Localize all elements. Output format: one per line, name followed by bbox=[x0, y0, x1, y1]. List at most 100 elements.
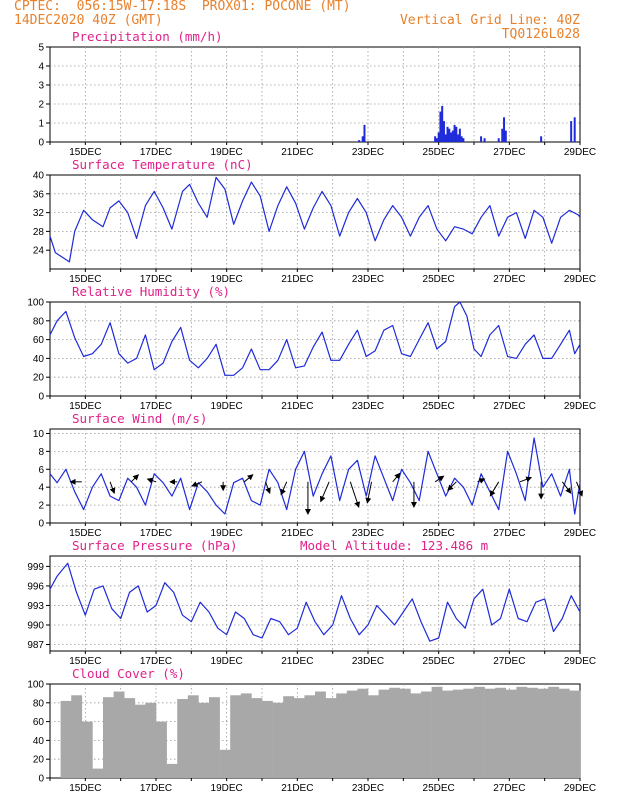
cloud-xtick-label: 29DEC bbox=[564, 783, 596, 794]
wind-vector bbox=[109, 481, 116, 494]
wind-frame bbox=[49, 428, 581, 524]
cloud-bar bbox=[71, 695, 83, 778]
precip-bar bbox=[458, 128, 461, 142]
precip-bar bbox=[441, 105, 444, 142]
cloud-bar bbox=[145, 702, 157, 778]
cloud-bar bbox=[474, 686, 485, 778]
cloud-bar bbox=[187, 695, 199, 778]
temp-line bbox=[49, 176, 581, 263]
cloud-bar bbox=[537, 688, 549, 778]
precip-ytick-label: 5 bbox=[38, 43, 44, 54]
header-model-code: TQ0126L028 bbox=[501, 27, 580, 42]
wind-vector bbox=[519, 476, 533, 483]
cloud-xtick-label: 17DEC bbox=[140, 783, 172, 794]
rh-title: Relative Humidity (%) bbox=[72, 284, 230, 299]
temp-ytick-label: 32 bbox=[33, 208, 45, 219]
pressure-ytick-label: 993 bbox=[27, 601, 44, 612]
precip-bar bbox=[442, 121, 445, 142]
rh-xtick-label: 23DEC bbox=[352, 401, 384, 412]
cloud-bar bbox=[124, 698, 136, 778]
cloud-bar bbox=[505, 689, 517, 778]
cloud-bar bbox=[92, 768, 104, 778]
cloud-bar bbox=[209, 697, 220, 778]
cloud-bar bbox=[548, 686, 560, 778]
wind-vector bbox=[447, 481, 457, 491]
cloud-bar bbox=[463, 688, 475, 778]
pressure-ytick-label: 999 bbox=[27, 562, 44, 573]
precip-ytick-label: 1 bbox=[38, 119, 44, 130]
temp-ytick-label: 28 bbox=[33, 227, 45, 238]
rh-ytick-label: 40 bbox=[33, 354, 45, 365]
cloud-bar bbox=[262, 700, 273, 778]
temp-xtick-label: 25DEC bbox=[423, 274, 455, 285]
wind-vector bbox=[265, 481, 271, 494]
cloud-ytick-label: 0 bbox=[38, 774, 44, 785]
temp-xtick-label: 29DEC bbox=[564, 274, 596, 285]
precip-bar bbox=[504, 130, 507, 142]
cloud-bar bbox=[315, 691, 326, 778]
precip-bar bbox=[460, 136, 463, 142]
header-line2: 14DEC2020 40Z (GMT) bbox=[14, 13, 163, 28]
temp-xtick-label: 21DEC bbox=[281, 274, 313, 285]
pressure-ytick-label: 987 bbox=[27, 640, 44, 651]
wind-xtick-label: 21DEC bbox=[281, 528, 313, 539]
precip-bar bbox=[462, 138, 465, 142]
precip-bar bbox=[457, 134, 460, 142]
wind-vector bbox=[576, 481, 583, 497]
cloud-bar bbox=[569, 690, 581, 778]
cloud-bar bbox=[527, 687, 538, 778]
precip-bar bbox=[444, 134, 447, 142]
cloud-bar bbox=[442, 690, 454, 778]
wind-xtick-label: 19DEC bbox=[211, 528, 243, 539]
precip-bar bbox=[358, 140, 361, 142]
cloud-bar bbox=[81, 721, 93, 778]
wind-ytick-label: 8 bbox=[38, 447, 44, 458]
cloud-bar bbox=[283, 696, 295, 778]
precip-xtick-label: 17DEC bbox=[140, 147, 172, 158]
temp-ytick-label: 24 bbox=[33, 246, 45, 257]
wind-xtick-label: 27DEC bbox=[493, 528, 525, 539]
pressure-ytick-label: 990 bbox=[27, 620, 44, 631]
wind-xtick-label: 23DEC bbox=[352, 528, 384, 539]
wind-vector bbox=[146, 477, 157, 484]
cloud-bar bbox=[156, 721, 167, 778]
cloud-bar bbox=[431, 686, 443, 778]
wind-xtick-label: 15DEC bbox=[69, 528, 101, 539]
precip-ytick-label: 2 bbox=[38, 100, 44, 111]
precip-bar bbox=[450, 132, 453, 142]
precip-bar bbox=[480, 136, 483, 142]
precip-xtick-label: 25DEC bbox=[423, 147, 455, 158]
cloud-bar bbox=[346, 690, 358, 778]
precip-xtick-label: 19DEC bbox=[211, 147, 243, 158]
wind-ytick-label: 10 bbox=[33, 429, 45, 440]
cloud-bar bbox=[272, 702, 284, 778]
temp-title: Surface Temperature (nC) bbox=[72, 157, 253, 172]
cloud-bar bbox=[325, 698, 337, 778]
precip-ytick-label: 0 bbox=[38, 138, 44, 149]
cloud-bar bbox=[177, 699, 189, 778]
wind-vector bbox=[280, 481, 288, 496]
cloud-bar bbox=[452, 689, 464, 778]
rh-frame bbox=[49, 301, 581, 397]
pressure-xtick-label: 23DEC bbox=[352, 656, 384, 667]
rh-xtick-label: 25DEC bbox=[423, 401, 455, 412]
precip-ytick-label: 3 bbox=[38, 81, 44, 92]
wind-vector bbox=[191, 481, 203, 487]
cloud-xtick-label: 21DEC bbox=[281, 783, 313, 794]
cloud-bar bbox=[251, 698, 263, 778]
cloud-bar bbox=[495, 687, 507, 778]
precip-bar bbox=[361, 136, 364, 142]
precip-xtick-label: 27DEC bbox=[493, 147, 525, 158]
pressure-xtick-label: 17DEC bbox=[140, 656, 172, 667]
cloud-ytick-label: 100 bbox=[27, 680, 44, 691]
cloud-bar bbox=[410, 693, 422, 778]
cloud-bar bbox=[134, 704, 146, 778]
cloud-bar bbox=[357, 688, 369, 778]
pressure-xtick-label: 19DEC bbox=[211, 656, 243, 667]
cloud-ytick-label: 20 bbox=[33, 755, 45, 766]
cloud-bar bbox=[421, 691, 432, 778]
wind-ytick-label: 4 bbox=[38, 483, 44, 494]
pressure-xtick-label: 15DEC bbox=[69, 656, 101, 667]
pressure-ytick-label: 996 bbox=[27, 581, 44, 592]
precip-bar bbox=[455, 126, 458, 142]
